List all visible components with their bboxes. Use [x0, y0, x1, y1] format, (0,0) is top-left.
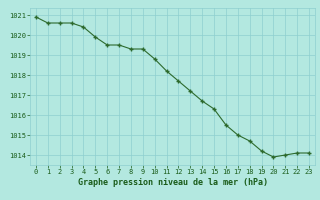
X-axis label: Graphe pression niveau de la mer (hPa): Graphe pression niveau de la mer (hPa) [77, 178, 268, 187]
